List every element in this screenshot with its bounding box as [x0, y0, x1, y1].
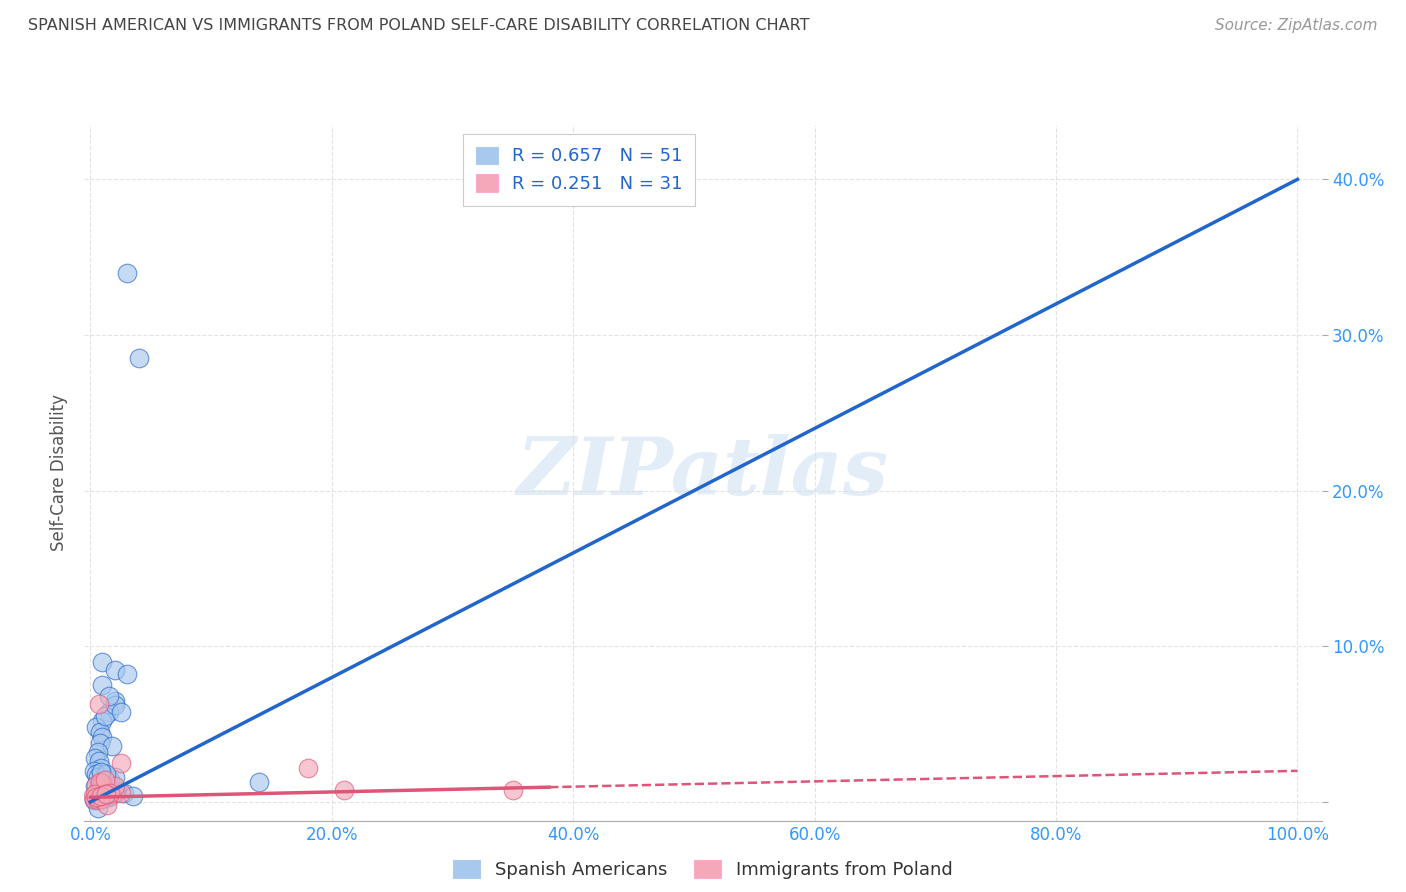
Point: [91, 790, 114, 805]
Point: [84, 787, 107, 801]
Point: [94, 709, 117, 723]
Point: [86, 745, 108, 759]
Point: [93, 776, 115, 790]
Point: [89, 789, 111, 803]
Point: [83, 764, 105, 778]
Point: [101, 780, 124, 794]
Text: SPANISH AMERICAN VS IMMIGRANTS FROM POLAND SELF-CARE DISABILITY CORRELATION CHAR: SPANISH AMERICAN VS IMMIGRANTS FROM POLA…: [28, 18, 810, 33]
Point: [110, 786, 132, 800]
Point: [101, 787, 124, 801]
Text: ZIPatlas: ZIPatlas: [517, 434, 889, 511]
Point: [86, 784, 108, 798]
Point: [128, 351, 150, 366]
Point: [96, 789, 118, 803]
Point: [94, 782, 117, 797]
Point: [103, 663, 125, 677]
Point: [91, 789, 114, 803]
Point: [86, 778, 108, 792]
Point: [94, 782, 117, 797]
Point: [101, 739, 124, 753]
Point: [103, 770, 125, 784]
Point: [90, 789, 112, 803]
Point: [98, 786, 121, 800]
Point: [112, 786, 135, 800]
Point: [91, 714, 114, 728]
Point: [103, 698, 125, 713]
Point: [110, 756, 132, 770]
Point: [247, 774, 270, 789]
Point: [89, 780, 111, 795]
Point: [89, 736, 111, 750]
Point: [87, 697, 110, 711]
Point: [96, 798, 118, 813]
Point: [84, 751, 107, 765]
Point: [97, 705, 120, 719]
Point: [87, 778, 110, 792]
Point: [94, 772, 117, 786]
Point: [94, 787, 117, 801]
Point: [115, 266, 138, 280]
Point: [333, 782, 356, 797]
Point: [103, 780, 125, 794]
Point: [90, 792, 112, 806]
Point: [89, 774, 111, 789]
Point: [502, 782, 524, 797]
Text: Source: ZipAtlas.com: Source: ZipAtlas.com: [1215, 18, 1378, 33]
Point: [83, 792, 105, 806]
Point: [87, 755, 110, 769]
Point: [105, 782, 128, 797]
Point: [90, 765, 112, 780]
Point: [94, 787, 117, 801]
Point: [86, 801, 108, 815]
Point: [86, 767, 108, 781]
Point: [297, 761, 319, 775]
Point: [97, 689, 120, 703]
Point: [86, 792, 108, 806]
Point: [103, 694, 125, 708]
Point: [86, 770, 108, 784]
Point: [110, 705, 132, 719]
Point: [97, 780, 120, 795]
Point: [86, 720, 108, 734]
Point: [89, 725, 111, 739]
Point: [89, 784, 111, 798]
Point: [94, 773, 117, 788]
Point: [90, 761, 112, 775]
Point: [98, 773, 121, 788]
Point: [82, 789, 104, 803]
Point: [84, 780, 107, 794]
Point: [87, 790, 110, 805]
Point: [91, 730, 114, 744]
Point: [89, 792, 111, 806]
Point: [86, 793, 108, 807]
Point: [86, 790, 108, 805]
Point: [91, 655, 114, 669]
Point: [83, 793, 105, 807]
Point: [94, 774, 117, 789]
Point: [115, 667, 138, 681]
Legend: Spanish Americans, Immigrants from Poland: Spanish Americans, Immigrants from Polan…: [444, 851, 962, 888]
Point: [91, 678, 114, 692]
Point: [103, 786, 125, 800]
Point: [121, 789, 143, 803]
Point: [97, 790, 120, 805]
Point: [94, 787, 117, 801]
Point: [86, 790, 108, 805]
Y-axis label: Self-Care Disability: Self-Care Disability: [51, 394, 69, 551]
Point: [94, 767, 117, 781]
Point: [91, 776, 114, 790]
Point: [90, 792, 112, 806]
